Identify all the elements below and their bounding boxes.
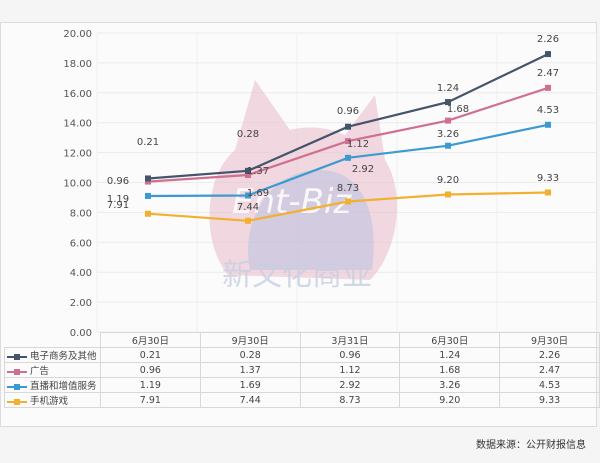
data-point-marker: [245, 192, 251, 199]
data-point-marker: [545, 121, 551, 128]
series-label: 手机游戏: [30, 396, 69, 407]
data-label: 3.26: [437, 129, 459, 140]
data-point-marker: [545, 84, 551, 91]
data-labels: 0.21 0.28 0.96 1.24 2.26 0.96 1.37 1.12 1.68 2.47…: [107, 34, 559, 213]
data-label: 0.96: [337, 106, 359, 117]
table-cell: 1.12: [299, 362, 401, 378]
table-cell: 2.92: [299, 377, 401, 393]
table-cell: 0.21: [99, 347, 201, 363]
table-cell: 0.96: [299, 347, 401, 363]
y-tick-label: 18.00: [63, 59, 92, 70]
table-cell: 3.26: [399, 377, 501, 393]
y-tick-label: 8.00: [70, 208, 92, 219]
data-point-marker: [445, 191, 451, 198]
table-row: 直播和增值服务 1.19 1.69 2.92 3.26 4.53: [4, 377, 600, 393]
table-cell: 1.69: [199, 377, 301, 393]
table-header-cell: 6月30日: [399, 332, 501, 348]
data-label: 1.68: [447, 104, 469, 115]
series-lines: [145, 51, 551, 224]
y-tick-label: 12.00: [63, 149, 92, 160]
data-label: 9.33: [537, 173, 559, 184]
table-cell: 1.24: [399, 347, 501, 363]
data-label: 1.12: [347, 139, 369, 150]
data-point-marker: [545, 51, 551, 58]
data-point-marker: [245, 172, 251, 179]
table-header-row: 6月30日 9月30日 3月31日 6月30日 9月30日: [5, 332, 600, 348]
data-label: 1.24: [437, 83, 459, 94]
table-row: 广告 0.96 1.37 1.12 1.68 2.47: [4, 362, 600, 378]
table-row: 电子商务及其他 0.21 0.28 0.96 1.24 2.26: [4, 347, 600, 363]
data-point-marker: [345, 138, 351, 145]
data-point-marker: [445, 99, 451, 106]
table-header-cell: 6月30日: [99, 332, 201, 348]
table-header-cell: 3月31日: [299, 332, 401, 348]
table-cell: 9.20: [399, 392, 501, 408]
legend-swatch-icon: [7, 398, 27, 405]
data-point-marker: [545, 189, 551, 196]
data-label: 0.96: [107, 176, 129, 187]
data-label: 1.69: [247, 188, 269, 199]
series-label: 直播和增值服务: [30, 381, 97, 392]
table-cell: 1.68: [399, 362, 501, 378]
data-point-marker: [145, 192, 151, 199]
legend-swatch-icon: [7, 353, 27, 360]
y-tick-label: 10.00: [63, 179, 92, 190]
data-point-marker: [445, 142, 451, 149]
data-point-marker: [145, 175, 151, 182]
table-header-cell: 9月30日: [499, 332, 600, 348]
table-cell: 2.26: [499, 347, 600, 363]
data-point-marker: [145, 178, 151, 185]
y-axis-ticks: 0.00 2.00 4.00 6.00 8.00 10.00 12.00 14.00 16.00…: [63, 29, 92, 339]
y-tick-label: 4.00: [70, 268, 92, 279]
y-tick-label: 6.00: [70, 238, 92, 249]
y-tick-label: 0.00: [70, 328, 92, 339]
table-cell: 9.33: [499, 392, 600, 408]
data-point-marker: [345, 198, 351, 205]
data-label: 8.73: [337, 183, 359, 194]
table-cell: 8.73: [299, 392, 401, 408]
table-cell: 7.91: [99, 392, 201, 408]
data-label: 9.20: [437, 175, 459, 186]
series-label: 电子商务及其他: [30, 351, 97, 362]
y-tick-label: 2.00: [70, 298, 92, 309]
data-point-marker: [345, 123, 351, 130]
data-label: 2.92: [352, 164, 374, 175]
legend-swatch-icon: [7, 368, 27, 375]
table-cell: 4.53: [499, 377, 600, 393]
data-label: 1.19: [107, 194, 129, 205]
table-cell: 2.47: [499, 362, 600, 378]
table-row: 手机游戏 7.91 7.44 8.73 9.20 9.33: [4, 392, 600, 408]
y-tick-label: 14.00: [63, 119, 92, 130]
data-label: 4.53: [537, 105, 559, 116]
data-label: 7.44: [237, 202, 259, 213]
series-label: 广告: [30, 366, 50, 377]
y-tick-label: 20.00: [63, 29, 92, 40]
data-point-marker: [445, 117, 451, 124]
data-point-marker: [245, 217, 251, 224]
y-tick-label: 16.00: [63, 89, 92, 100]
data-point-marker: [345, 154, 351, 161]
data-table: 6月30日 9月30日 3月31日 6月30日 9月30日 电子商务及其他 0.21 0.28…: [4, 332, 600, 408]
data-label: 0.21: [137, 137, 159, 148]
watermark-text: 新文化商业: [222, 258, 372, 293]
legend-swatch-icon: [7, 383, 27, 390]
table-cell: 0.28: [199, 347, 301, 363]
table-cell: 7.44: [199, 392, 301, 408]
data-label: 7.91: [107, 200, 129, 211]
data-point-marker: [245, 167, 251, 174]
data-label: 2.26: [537, 34, 559, 45]
data-source-note: 数据来源：公开财报信息: [476, 440, 586, 451]
data-label: 2.47: [537, 68, 559, 79]
watermark: Ent-Biz 新文化商业: [209, 80, 397, 293]
data-point-marker: [145, 210, 151, 217]
table-cell: 0.96: [99, 362, 201, 378]
table-cell: 1.37: [199, 362, 301, 378]
data-label: 0.28: [237, 129, 259, 140]
table-header-cell: 9月30日: [199, 332, 301, 348]
data-label: 1.37: [247, 166, 269, 177]
watermark-logo-text: Ent-Biz: [232, 182, 352, 222]
table-cell: 1.19: [99, 377, 201, 393]
